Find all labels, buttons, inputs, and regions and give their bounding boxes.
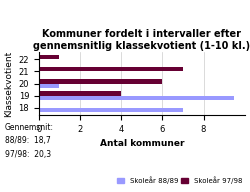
Text: 97/98:  20,3: 97/98: 20,3	[5, 150, 51, 159]
Y-axis label: Klassekvotient: Klassekvotient	[4, 50, 13, 117]
Bar	[39, 96, 234, 100]
Bar	[39, 67, 182, 71]
Title: Kommuner fordelt i intervaller efter
gennemsnitlig klassekvotient (1-10 kl.): Kommuner fordelt i intervaller efter gen…	[33, 29, 250, 51]
Text: Gennemsnit:: Gennemsnit:	[5, 123, 54, 132]
Bar	[39, 91, 121, 96]
Bar	[39, 55, 59, 59]
Bar	[39, 84, 59, 88]
Bar	[39, 108, 182, 112]
Legend: Skoleår 88/89, Skoleår 97/98: Skoleår 88/89, Skoleår 97/98	[114, 173, 244, 187]
Text: 88/89:  18,7: 88/89: 18,7	[5, 136, 51, 145]
Bar	[39, 79, 162, 84]
X-axis label: Antal kommuner: Antal kommuner	[99, 139, 183, 148]
